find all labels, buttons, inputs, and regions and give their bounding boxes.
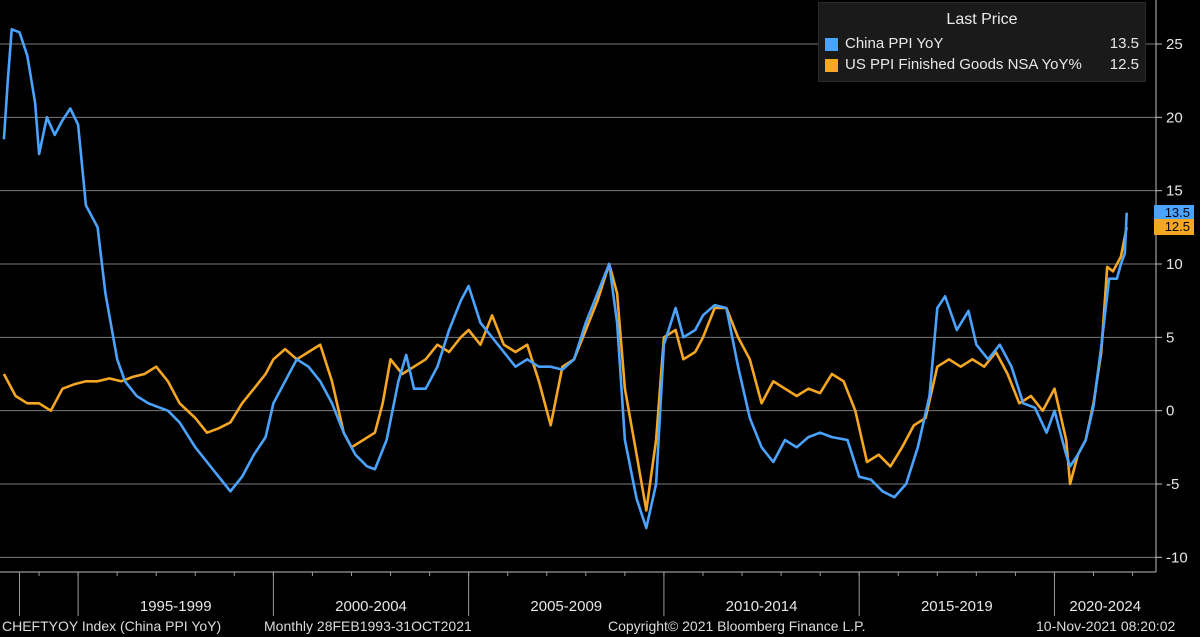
legend-label: China PPI YoY bbox=[845, 35, 944, 52]
series-line-us-ppi bbox=[2, 227, 1128, 512]
legend: Last Price China PPI YoY 13.5 US PPI Fin… bbox=[818, 2, 1146, 82]
x-tick-label: 1995-1999 bbox=[140, 598, 212, 615]
series-line-china-ppi bbox=[2, 28, 1128, 530]
legend-header: Last Price bbox=[946, 11, 1018, 28]
x-tick-label: 2010-2014 bbox=[726, 598, 798, 615]
footer-bar: CHEFTYOY Index (China PPI YoY) Monthly 2… bbox=[0, 616, 1200, 637]
grid-lines bbox=[0, 43, 1156, 558]
legend-swatch-china bbox=[825, 38, 838, 51]
y-tick-label: -10 bbox=[1166, 549, 1188, 566]
footer-frequency: Monthly 28FEB1993-31OCT2021 bbox=[264, 618, 472, 634]
footer-timestamp: 10-Nov-2021 08:20:02 bbox=[1036, 618, 1176, 634]
footer-ticker: CHEFTYOY Index (China PPI YoY) bbox=[2, 618, 222, 634]
x-tick-label: 2015-2019 bbox=[921, 598, 993, 615]
y-tick-label: 5 bbox=[1166, 329, 1174, 346]
x-axis: 1995-1999 2000-2004 2005-2009 2010-2014 2015… bbox=[0, 571, 1156, 616]
x-tick-label: 2005-2009 bbox=[530, 598, 602, 615]
series-layer bbox=[2, 28, 1128, 530]
x-tick-label: 2000-2004 bbox=[335, 598, 407, 615]
y-tick-label: -5 bbox=[1166, 476, 1179, 493]
y-tick-label: 0 bbox=[1166, 403, 1174, 420]
y-tick-label: 20 bbox=[1166, 109, 1183, 126]
y-tick-label: 10 bbox=[1166, 256, 1183, 273]
footer-copyright: Copyright© 2021 Bloomberg Finance L.P. bbox=[608, 618, 866, 634]
x-tick-label: 2020-2024 bbox=[1069, 598, 1141, 615]
y-tick-label: 15 bbox=[1166, 183, 1183, 200]
legend-swatch-us bbox=[825, 59, 838, 72]
y-axis: -10 -5 0 5 10 15 20 25 bbox=[1155, 0, 1188, 572]
last-price-tag-china: 13.5 bbox=[1154, 204, 1194, 221]
chart-canvas: -10 -5 0 5 10 15 20 25 1995-1999 2000-2004 2005-2… bbox=[0, 0, 1188, 616]
y-tick-label: 25 bbox=[1166, 36, 1183, 53]
legend-item-china-ppi: China PPI YoY 13.5 bbox=[825, 35, 1139, 55]
legend-value: 13.5 bbox=[1109, 35, 1139, 52]
last-price-tag-us: 12.5 bbox=[1154, 219, 1194, 236]
legend-value: 12.5 bbox=[1109, 56, 1139, 73]
legend-label: US PPI Finished Goods NSA YoY% bbox=[845, 56, 1082, 73]
legend-item-us-ppi: US PPI Finished Goods NSA YoY% 12.5 bbox=[825, 56, 1139, 76]
